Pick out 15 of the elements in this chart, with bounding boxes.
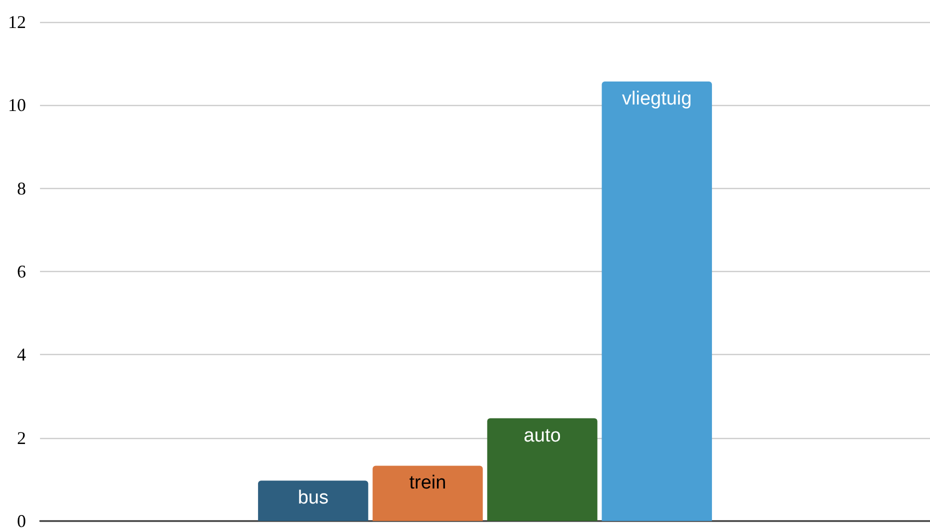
y-tick-label: 8: [17, 178, 26, 198]
series-label: trein: [409, 472, 446, 494]
series-label: bus: [298, 488, 328, 509]
series-label: auto: [524, 425, 561, 446]
y-tick-label: 0: [17, 511, 26, 531]
y-tick-label: 6: [17, 262, 26, 282]
bar: [258, 480, 368, 521]
bar: [372, 466, 483, 521]
y-tick-label: 10: [8, 95, 26, 116]
y-tick-label: 4: [17, 344, 26, 365]
bar: [602, 81, 712, 521]
y-tick-label: 2: [17, 428, 26, 448]
y-tick-label: 12: [8, 12, 26, 32]
bar: [487, 418, 598, 521]
series-label: vliegtuig: [622, 88, 692, 110]
